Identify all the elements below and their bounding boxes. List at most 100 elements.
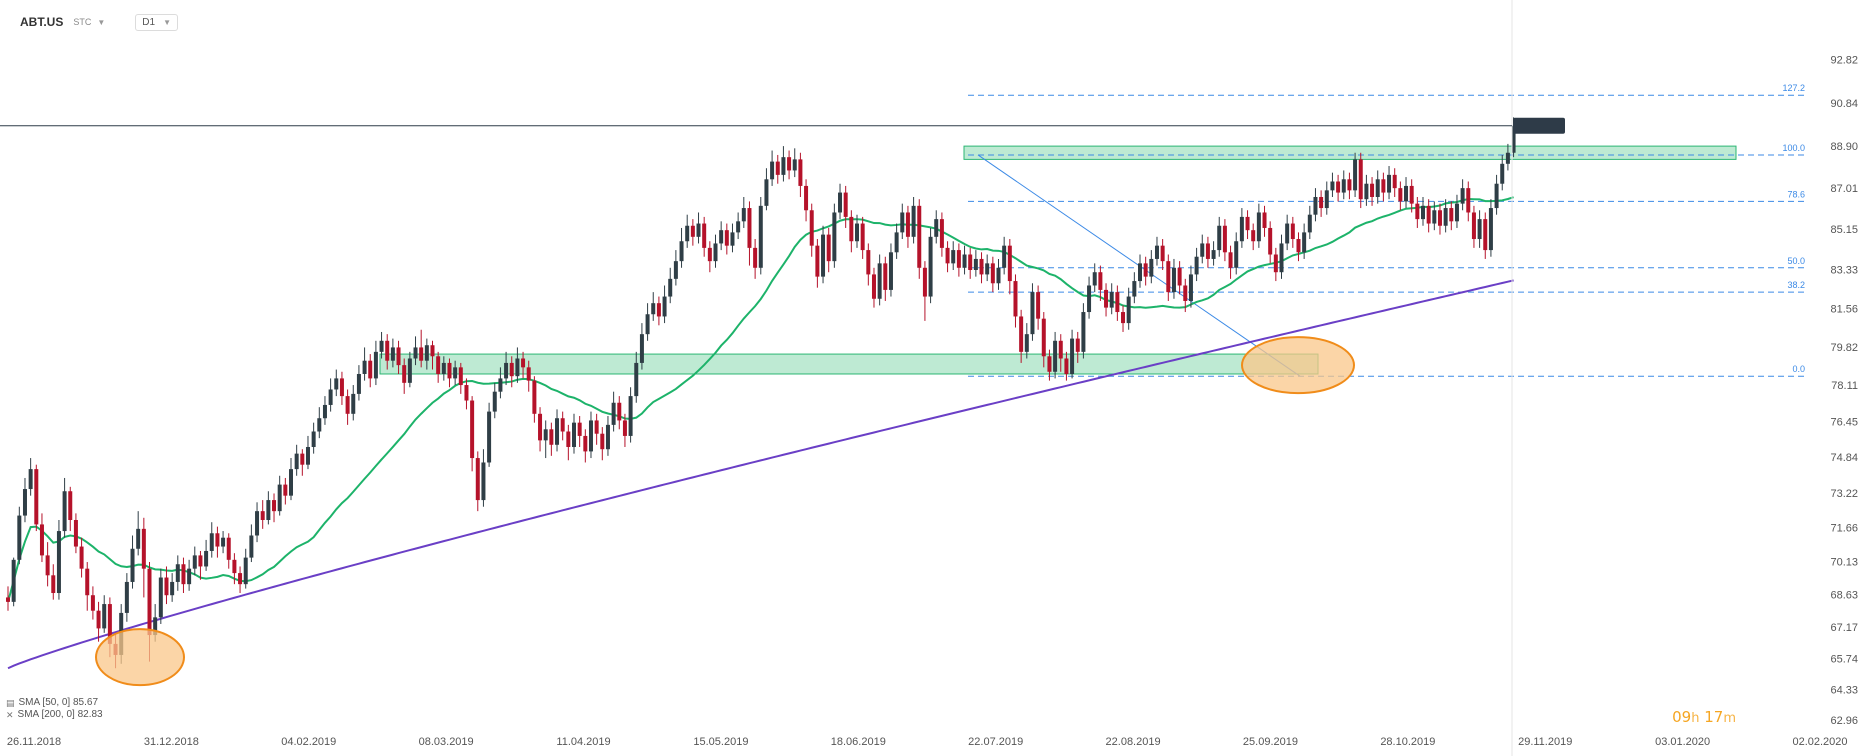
candle — [1454, 194, 1459, 228]
candle — [424, 338, 429, 370]
candle-body — [1370, 183, 1375, 197]
candle-body — [685, 225, 690, 242]
candle — [238, 566, 243, 594]
candle-body — [860, 223, 865, 251]
timer-hours-unit: h — [1691, 711, 1700, 726]
candle-body — [939, 219, 944, 248]
candle — [1081, 303, 1086, 359]
price-tick-label: 67.17 — [1830, 622, 1858, 634]
candle — [843, 185, 848, 228]
candle — [1449, 201, 1454, 231]
candle — [158, 568, 163, 624]
candle — [1171, 258, 1176, 299]
candle-body — [821, 234, 826, 277]
candle — [1483, 212, 1488, 259]
candle-body — [45, 555, 50, 576]
candle-body — [1392, 174, 1397, 189]
symbol-name[interactable]: ABT.US — [20, 15, 64, 29]
candle-body — [1228, 252, 1233, 268]
legend-sma200-row[interactable]: ✕ SMA [200, 0] 82.83 — [6, 709, 103, 721]
highlight-ellipse-test[interactable] — [1241, 336, 1355, 395]
price-tick-label: 65.74 — [1830, 653, 1858, 665]
candle-body — [1064, 358, 1069, 374]
candle-body — [351, 393, 356, 414]
candle-body — [877, 263, 882, 299]
candle-body — [130, 548, 135, 582]
candle-body — [1347, 179, 1352, 191]
candle-body — [1494, 183, 1499, 209]
candle-body — [1183, 285, 1188, 301]
price-tick-label: 62.96 — [1830, 715, 1858, 727]
candle-body — [538, 413, 543, 441]
candle-body — [1104, 289, 1109, 308]
candle — [804, 179, 809, 222]
candle — [1047, 349, 1052, 381]
candle — [979, 252, 984, 284]
support-zone[interactable] — [379, 353, 1319, 375]
candle — [1273, 247, 1278, 282]
candle-body — [673, 261, 678, 279]
highlight-ellipses — [95, 336, 1355, 687]
candle-body — [1058, 340, 1063, 359]
candle-body — [1256, 212, 1261, 242]
candle-body — [1087, 285, 1092, 313]
candle — [928, 227, 933, 304]
candle — [226, 533, 231, 569]
highlight-ellipse-low[interactable] — [95, 628, 185, 687]
candle — [549, 422, 554, 456]
candle-body — [17, 515, 22, 560]
candle-body — [1177, 267, 1182, 286]
candle — [243, 548, 248, 589]
candle — [509, 356, 514, 388]
timeframe-selector[interactable]: D1 ▼ — [135, 13, 178, 31]
sma50-line — [7, 196, 1514, 603]
candle — [1109, 283, 1114, 315]
candle-body — [934, 219, 939, 237]
candle-body — [639, 334, 644, 363]
candle-body — [283, 484, 288, 496]
candle — [747, 201, 752, 266]
legend-sma50-row[interactable]: ▤ SMA [50, 0] 85.67 — [6, 697, 103, 709]
indicator-settings-icon[interactable]: ✕ — [6, 710, 14, 720]
candle-body — [266, 500, 271, 520]
candle — [345, 389, 350, 425]
candle-body — [1409, 185, 1414, 204]
candle-body — [990, 263, 995, 284]
candle — [572, 413, 576, 454]
symbol-dropdown-icon[interactable]: ▼ — [97, 17, 106, 27]
candle — [34, 464, 39, 532]
legend-sma200: SMA [200, 0] 82.83 — [17, 709, 103, 720]
candle-body — [707, 247, 712, 262]
candle-body — [11, 559, 16, 602]
candle — [945, 241, 950, 273]
candle-body — [470, 400, 475, 459]
candle-body — [1047, 356, 1052, 372]
candle — [311, 422, 316, 454]
candle — [11, 557, 16, 607]
fibonacci-retracement[interactable]: 127.2 100.0 78.6 50.0 38.2 0.0 — [968, 83, 1808, 377]
candle-body — [1466, 188, 1471, 213]
price-tick-label: 92.82 — [1830, 54, 1858, 66]
candle-body — [1143, 263, 1148, 277]
candle — [815, 239, 820, 288]
candle-body — [1319, 196, 1324, 209]
candle — [62, 477, 67, 538]
moving-averages — [7, 196, 1514, 670]
candle-body — [475, 458, 480, 501]
candle-body — [249, 535, 254, 558]
candle — [221, 531, 226, 554]
candle-body — [1251, 230, 1256, 242]
last-price-tag[interactable] — [1513, 117, 1565, 134]
candle-body — [192, 555, 197, 569]
candle-body — [1115, 292, 1120, 313]
candle — [124, 573, 129, 622]
resistance-zone[interactable] — [963, 145, 1737, 160]
indicator-settings-icon[interactable]: ▤ — [6, 698, 15, 708]
candle — [368, 354, 373, 388]
candle — [690, 219, 695, 246]
time-axis[interactable]: 26.11.2018 31.12.2018 04.02.2019 08.03.2019… — [7, 736, 1848, 748]
price-tick-label: 70.13 — [1830, 556, 1858, 568]
candle — [702, 216, 707, 257]
